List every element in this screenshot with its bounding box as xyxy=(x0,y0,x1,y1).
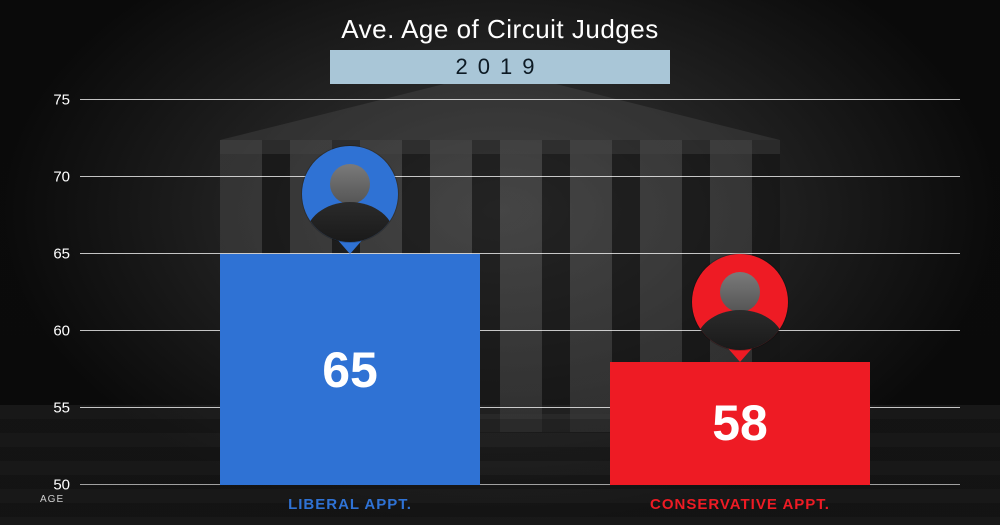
bar-category-label: LIBERAL APPT. xyxy=(220,496,480,513)
gridline xyxy=(80,330,960,331)
judge-portrait-icon xyxy=(302,146,398,242)
bar-value-label: 65 xyxy=(220,341,480,399)
bar-value-label: 58 xyxy=(610,394,870,452)
y-tick-label: 55 xyxy=(40,400,70,417)
bar-chart: AGE 50556065707565LIBERAL APPT.58CONSERV… xyxy=(80,100,960,485)
y-tick-label: 65 xyxy=(40,246,70,263)
y-tick-label: 75 xyxy=(40,92,70,109)
y-tick-label: 50 xyxy=(40,477,70,494)
bar: 65LIBERAL APPT. xyxy=(220,254,480,485)
bar-marker xyxy=(692,254,788,362)
gridline xyxy=(80,99,960,100)
gridline xyxy=(80,176,960,177)
y-axis-label: AGE xyxy=(40,494,64,505)
bar-marker xyxy=(302,146,398,254)
infographic-content: Ave. Age of Circuit Judges 2019 AGE 50 55… xyxy=(0,0,1000,525)
chart-title: Ave. Age of Circuit Judges xyxy=(0,14,1000,45)
year-banner: 2019 xyxy=(330,50,670,84)
bar-category-label: CONSERVATIVE APPT. xyxy=(610,496,870,513)
y-tick-label: 60 xyxy=(40,323,70,340)
judge-portrait-icon xyxy=(692,254,788,350)
y-tick-label: 70 xyxy=(40,169,70,186)
bar: 58CONSERVATIVE APPT. xyxy=(610,362,870,485)
gridline xyxy=(80,253,960,254)
